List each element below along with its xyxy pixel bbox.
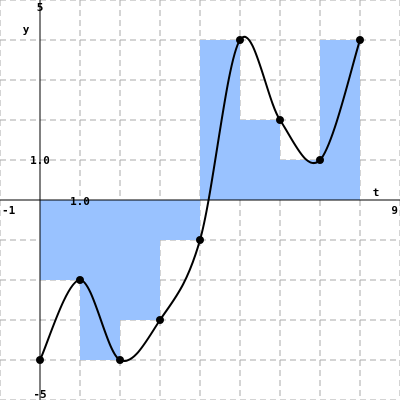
x-tick-label-min: -1 [2,204,16,217]
y-tick-label-min: -5 [33,388,46,400]
x-tick-label-max: 9 [391,204,398,217]
bar [120,200,160,320]
y-axis-label: y [23,23,30,36]
line-points [36,36,364,364]
bar [280,160,320,200]
series-line [39,35,361,363]
bar [40,200,80,280]
bar [160,200,200,240]
line-series [39,35,361,363]
bar-series [40,40,360,360]
x-tick-label-unit: 1.0 [70,195,90,208]
data-point [276,116,284,124]
bar [80,200,120,360]
y-tick-label-max: 5 [37,1,44,14]
data-point [76,276,84,284]
x-axis-label: t [373,186,380,199]
data-point [36,356,44,364]
data-point [236,36,244,44]
data-point [356,36,364,44]
data-point [116,356,124,364]
data-point [156,316,164,324]
y-tick-label-unit: 1.0 [30,154,50,167]
data-point [196,236,204,244]
data-point [316,156,324,164]
bar [240,120,280,200]
bar [200,40,240,200]
